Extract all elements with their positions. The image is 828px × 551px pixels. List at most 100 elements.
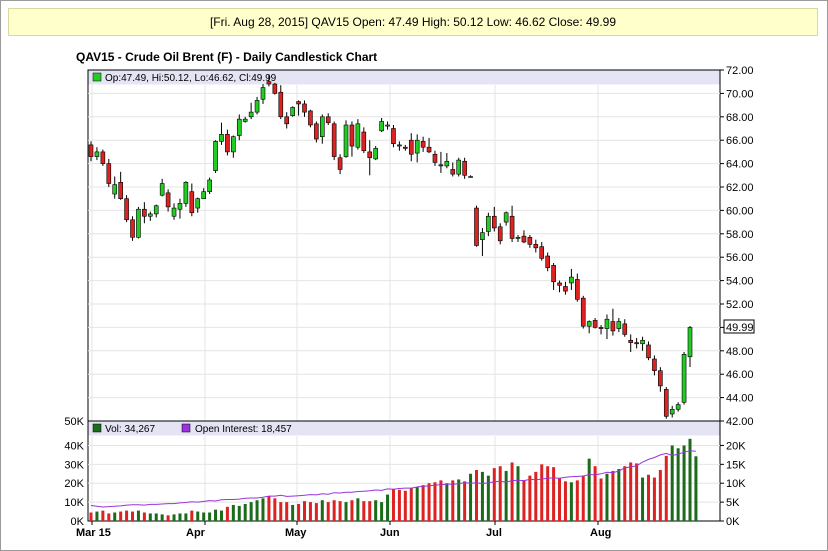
candle-body (385, 124, 390, 127)
volume-bar (629, 462, 633, 521)
price-panel (87, 69, 721, 422)
price-y-axis: 72.00 70.00 68.00 66.00 64.00 62.00 60.00 58.00… (720, 65, 754, 428)
volume-tick-label: 50K (64, 416, 84, 428)
candle-down (521, 230, 527, 244)
volume-bar (267, 496, 271, 521)
candle-body (533, 244, 539, 249)
candle-down (652, 355, 657, 376)
candle-body (509, 215, 515, 239)
candle-body (687, 327, 693, 358)
volume-bar (231, 504, 235, 521)
chart-title: QAV15 - Crude Oil Brent (F) - Daily Cand… (76, 50, 378, 64)
volume-bar (439, 480, 443, 521)
oi-tick-label: 10K (726, 478, 746, 490)
candle-body (94, 151, 100, 157)
volume-bar (368, 501, 372, 521)
candle-body (118, 182, 123, 200)
candle-down (165, 189, 171, 212)
candle-down (302, 100, 307, 117)
candle-body (319, 116, 325, 137)
candle-body (207, 179, 212, 192)
candle-body (468, 176, 473, 178)
candle-up (260, 84, 266, 104)
volume-bar (504, 470, 508, 521)
candle-body (403, 146, 408, 149)
volume-bar (273, 498, 277, 521)
candle-body (604, 318, 610, 329)
candle-body (379, 121, 384, 132)
candle-down (533, 239, 539, 253)
volume-series (89, 438, 698, 521)
price-tick-label: 58.00 (726, 229, 754, 241)
candle-body (569, 276, 574, 284)
candle-body (521, 235, 527, 243)
candle-up (183, 181, 189, 207)
candle-body (165, 192, 171, 208)
candle-up (586, 320, 592, 334)
volume-bar (646, 474, 650, 521)
candle-down (551, 263, 556, 290)
price-tick-label: 56.00 (726, 252, 754, 264)
candle-up (681, 351, 687, 405)
candle-up (480, 227, 485, 257)
candle-body (669, 408, 675, 415)
candle-down (622, 319, 628, 337)
candle-body (272, 83, 278, 94)
candle-body (681, 354, 687, 403)
candle-body (142, 208, 147, 217)
candle-up (385, 121, 390, 130)
candle-body (266, 81, 272, 85)
volume-bar (469, 473, 473, 521)
price-tick-label: 66.00 (726, 135, 754, 147)
volume-bar (285, 502, 289, 521)
volume-bar (581, 475, 585, 521)
price-legend-band (88, 70, 720, 85)
candle-down (397, 141, 402, 151)
volume-bar (178, 513, 182, 521)
candle-up (136, 206, 141, 239)
candle-up (112, 176, 118, 199)
candle-up (159, 178, 165, 197)
volume-bar (142, 512, 146, 521)
candle-body (563, 286, 568, 292)
candle-up (219, 122, 224, 145)
volume-bar (314, 503, 318, 521)
candle-down (308, 109, 313, 128)
candle-body (486, 215, 491, 232)
candle-up (177, 198, 183, 219)
candle-body (349, 124, 355, 147)
volume-bar (445, 483, 449, 521)
candle-down (432, 150, 438, 166)
candle-body (325, 116, 331, 123)
candle-down (438, 151, 444, 173)
volume-bar (486, 475, 490, 521)
volume-bar (380, 502, 384, 521)
candle-body (397, 144, 402, 147)
candle-body (331, 123, 337, 157)
volume-bar (516, 466, 520, 521)
candle-up (687, 325, 693, 367)
volume-bar (623, 466, 627, 521)
candle-down (337, 154, 343, 175)
candle-down (88, 141, 94, 162)
candle-body (183, 182, 189, 204)
volume-bar (391, 488, 395, 521)
candle-body (491, 215, 497, 229)
volume-bar (362, 501, 366, 521)
candle-body (225, 134, 230, 153)
volume-bar (427, 483, 431, 521)
volume-bar (89, 512, 93, 521)
volume-bar (575, 480, 579, 521)
candle-body (580, 297, 586, 327)
candle-up (486, 212, 491, 237)
candle-up (213, 140, 218, 173)
candle-down (142, 202, 147, 224)
volume-bar (332, 500, 336, 521)
volume-bar (569, 482, 573, 521)
volume-bar (652, 477, 656, 521)
volume-bar (617, 469, 621, 521)
volume-bar (190, 510, 194, 521)
candle-body (414, 139, 420, 154)
volume-tick-label: 30K (64, 459, 84, 471)
volume-bar (249, 502, 253, 521)
